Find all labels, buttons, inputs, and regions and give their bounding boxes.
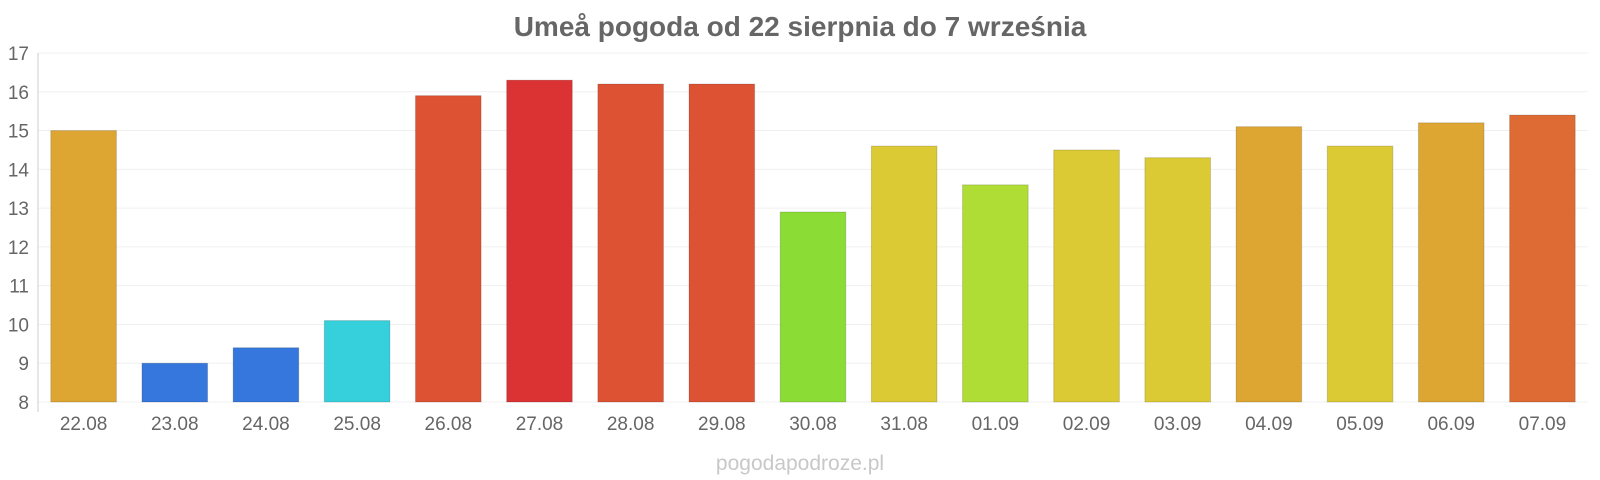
watermark: pogodapodroze.pl	[716, 452, 884, 475]
y-tick-label: 8	[18, 393, 29, 414]
x-tick-label: 26.08	[425, 414, 473, 435]
x-tick-label: 02.09	[1063, 414, 1111, 435]
bar-27.08	[506, 79, 573, 403]
bars	[50, 79, 1576, 403]
bar-26.08	[414, 95, 482, 403]
x-tick-label: 07.09	[1519, 414, 1567, 435]
bar-28.08	[597, 83, 664, 403]
x-tick-label: 27.08	[516, 414, 564, 435]
x-tick-label: 23.08	[151, 414, 199, 435]
bar-05.09	[1326, 145, 1394, 403]
y-tick-label: 14	[8, 160, 30, 181]
bar-22.08	[50, 130, 117, 403]
x-tick-label: 01.09	[972, 414, 1020, 435]
y-tick-label: 16	[8, 83, 29, 104]
chart-title: Umeå pogoda od 22 sierpnia do 7 września	[514, 11, 1087, 42]
x-tick-label: 04.09	[1245, 414, 1293, 435]
x-tick-label: 24.08	[242, 414, 290, 435]
bar-06.09	[1417, 122, 1485, 403]
bar-02.09	[1053, 149, 1120, 403]
y-tick-label: 9	[18, 354, 29, 375]
bar-25.08	[323, 320, 391, 403]
x-tick-label: 25.08	[333, 414, 381, 435]
y-tick-label: 17	[8, 44, 29, 65]
x-tick-label: 06.09	[1427, 414, 1475, 435]
x-axis: 22.08 23.08 24.08 25.08 26.08 27.08 28.08 29.08…	[60, 414, 1566, 435]
bar-29.08	[688, 83, 756, 403]
bar-31.08	[870, 145, 938, 403]
bar-04.09	[1235, 126, 1303, 403]
x-tick-label: 28.08	[607, 414, 655, 435]
y-tick-label: 10	[8, 315, 29, 336]
y-tick-label: 13	[8, 199, 29, 220]
x-tick-label: 31.08	[880, 414, 928, 435]
y-tick-label: 11	[9, 277, 29, 298]
bar-03.09	[1144, 157, 1212, 403]
x-tick-label: 30.08	[789, 414, 837, 435]
y-tick-label: 15	[8, 122, 29, 143]
bar-23.08	[141, 362, 209, 403]
x-tick-label: 03.09	[1154, 414, 1202, 435]
bar-01.09	[962, 184, 1029, 403]
x-tick-label: 22.08	[60, 414, 108, 435]
bar-24.08	[232, 347, 300, 403]
bar-30.08	[779, 211, 847, 403]
y-axis: 8 9 10 11 12 13 14 15 16 17	[8, 44, 39, 414]
x-tick-label: 05.09	[1336, 414, 1384, 435]
y-tick-label: 12	[8, 238, 29, 259]
x-tick-label: 29.08	[698, 414, 746, 435]
bar-07.09	[1509, 114, 1576, 403]
